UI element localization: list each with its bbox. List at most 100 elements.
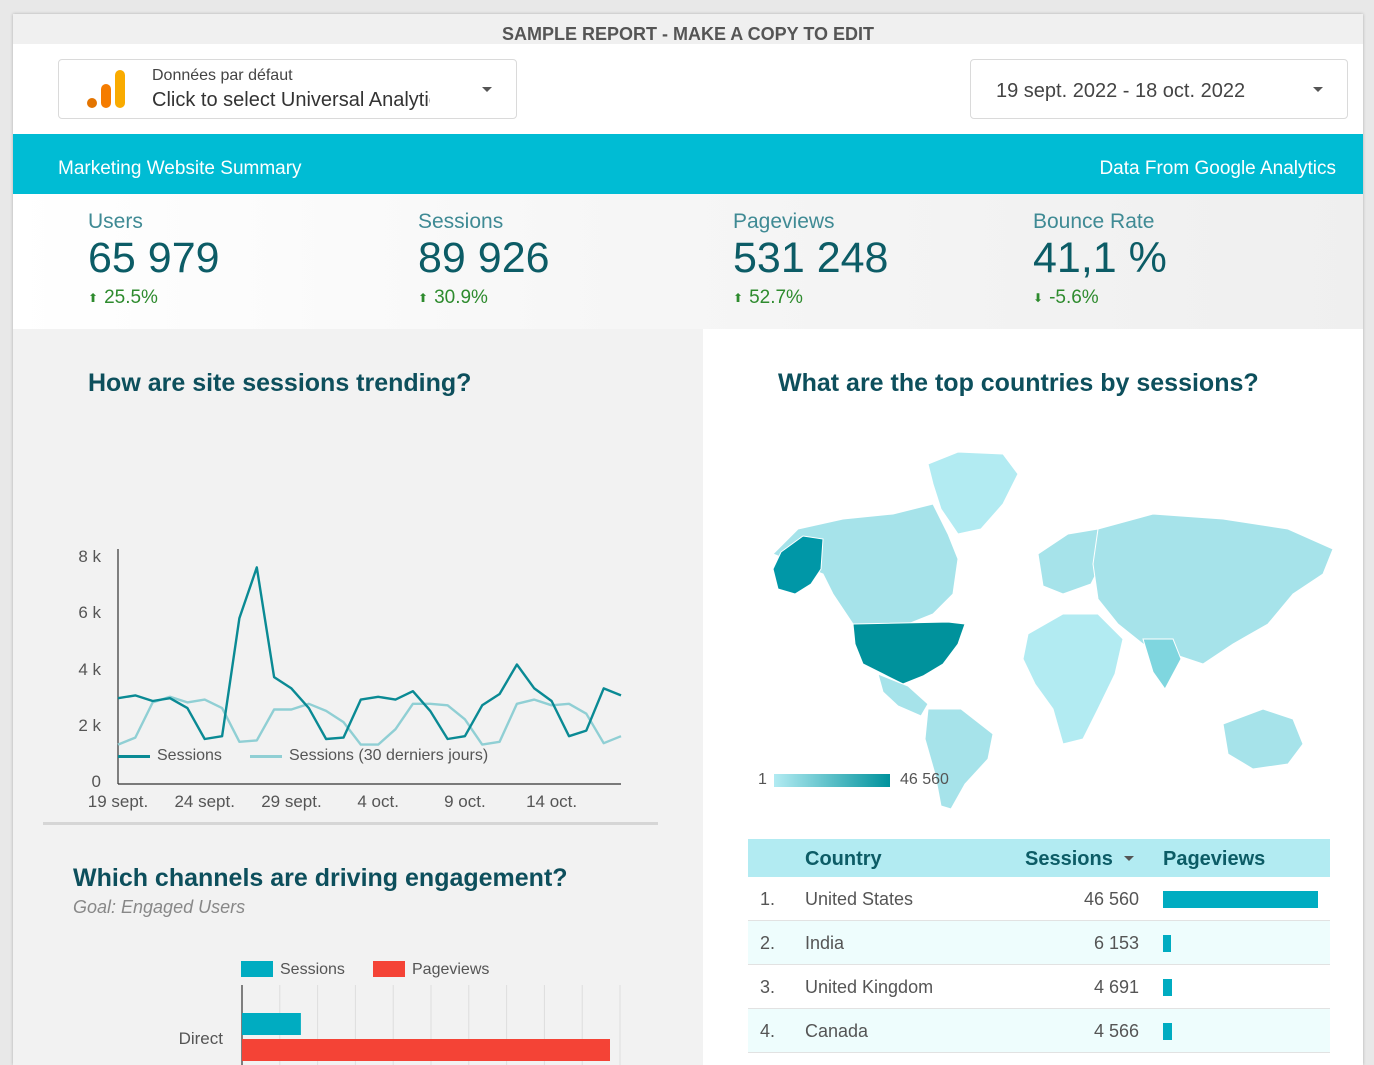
pageviews-bar[interactable] bbox=[242, 1039, 610, 1061]
world-map[interactable] bbox=[703, 434, 1363, 814]
google-analytics-logo-icon bbox=[87, 70, 125, 108]
map-color-scale bbox=[774, 774, 890, 787]
y-tick-label: 4 k bbox=[78, 659, 101, 679]
pageviews-bar bbox=[1163, 891, 1318, 908]
table-header: Country Sessions Pageviews bbox=[748, 839, 1330, 877]
data-source-label: Données par défaut bbox=[152, 67, 293, 84]
table-row[interactable]: 1. United States 46 560 bbox=[748, 877, 1330, 921]
chevron-down-icon[interactable] bbox=[1313, 87, 1323, 92]
sort-descending-icon[interactable] bbox=[1124, 856, 1134, 861]
x-tick-label: 14 oct. bbox=[526, 792, 578, 811]
table-row[interactable]: 2. India 6 153 bbox=[748, 921, 1330, 965]
data-source-value: Click to select Universal Analytics view bbox=[152, 89, 430, 111]
sessions-bar[interactable] bbox=[242, 1013, 301, 1035]
row-rank: 2. bbox=[760, 933, 776, 953]
row-rank: 1. bbox=[760, 889, 776, 909]
sessions-trend-title: How are site sessions trending? bbox=[88, 369, 472, 397]
sessions-line-chart[interactable] bbox=[13, 429, 703, 809]
y-tick-label: 2 k bbox=[78, 715, 101, 735]
row-country: Canada bbox=[805, 1021, 869, 1041]
row-sessions: 4 691 bbox=[1093, 977, 1139, 997]
channels-bar-chart[interactable] bbox=[13, 985, 703, 1065]
column-header-pageviews[interactable]: Pageviews bbox=[1163, 848, 1266, 870]
pageviews-bar bbox=[1163, 1023, 1172, 1040]
date-range-value: 19 sept. 2022 - 18 oct. 2022 bbox=[996, 80, 1246, 102]
left-column: How are site sessions trending? 0 2 k 4 k 6… bbox=[13, 329, 703, 1065]
map-region-greenland[interactable] bbox=[927, 451, 1019, 535]
kpi-label: Sessions bbox=[418, 210, 504, 233]
column-header-country[interactable]: Country bbox=[805, 848, 882, 870]
map-region-asia[interactable] bbox=[1092, 513, 1334, 665]
x-tick-label: 24 sept. bbox=[174, 792, 235, 811]
legend-pageviews-swatch bbox=[373, 961, 405, 977]
report-title: Marketing Website Summary bbox=[58, 158, 302, 179]
kpi-value: 531 248 bbox=[733, 234, 889, 282]
legend-pageviews-label[interactable]: Pageviews bbox=[412, 961, 490, 978]
arrow-up-icon: ⬆ bbox=[418, 291, 429, 305]
countries-title: What are the top countries by sessions? bbox=[778, 369, 1259, 397]
row-country: United States bbox=[805, 889, 914, 909]
x-tick-label: 29 sept. bbox=[261, 792, 322, 811]
column-header-sessions[interactable]: Sessions bbox=[1025, 848, 1113, 870]
row-sessions: 46 560 bbox=[1083, 889, 1139, 909]
y-tick-label: 6 k bbox=[78, 603, 101, 623]
kpi-label: Users bbox=[88, 210, 143, 233]
row-rank: 3. bbox=[760, 977, 776, 997]
sessions-series-line[interactable] bbox=[117, 566, 622, 741]
arrow-up-icon: ⬆ bbox=[88, 291, 99, 305]
pageviews-bar bbox=[1163, 935, 1171, 952]
sample-report-banner: SAMPLE REPORT - MAKE A COPY TO EDIT bbox=[13, 14, 1363, 44]
kpi-scorecards: Users 65 979 ⬆ 25.5% Sessions 89 926 ⬆ 30.… bbox=[13, 194, 1363, 329]
map-region-india[interactable] bbox=[1142, 638, 1182, 690]
map-region-alaska[interactable] bbox=[772, 535, 824, 595]
date-range-selector[interactable]: 19 sept. 2022 - 18 oct. 2022 bbox=[970, 59, 1348, 119]
map-region-south-america[interactable] bbox=[924, 708, 994, 810]
kpi-delta: ⬇ -5.6% bbox=[1033, 287, 1099, 308]
map-region-united-states[interactable] bbox=[852, 621, 966, 685]
data-source-caption: Data From Google Analytics bbox=[1099, 158, 1336, 179]
map-region-australia[interactable] bbox=[1222, 708, 1304, 770]
report-header-bar: Marketing Website Summary Data From Goog… bbox=[13, 134, 1363, 194]
table-row[interactable]: 3. United Kingdom 4 691 bbox=[748, 965, 1330, 1009]
row-country: India bbox=[805, 933, 845, 953]
legend-previous-label[interactable]: Sessions (30 derniers jours) bbox=[289, 747, 489, 764]
map-region-africa[interactable] bbox=[1022, 613, 1124, 745]
row-rank: 4. bbox=[760, 1021, 776, 1041]
arrow-down-icon: ⬇ bbox=[1033, 291, 1044, 305]
table-row[interactable]: 4. Canada 4 566 bbox=[748, 1009, 1330, 1053]
legend-sessions-label[interactable]: Sessions bbox=[280, 961, 345, 978]
kpi-delta: ⬆ 25.5% bbox=[88, 287, 158, 308]
map-legend-max: 46 560 bbox=[900, 771, 949, 788]
arrow-up-icon: ⬆ bbox=[733, 291, 744, 305]
report-page: SAMPLE REPORT - MAKE A COPY TO EDIT Donn… bbox=[13, 14, 1363, 1065]
map-region-north-america[interactable] bbox=[772, 503, 959, 635]
x-tick-label: 19 sept. bbox=[87, 792, 149, 811]
x-tick-label: 9 oct. bbox=[444, 792, 486, 811]
section-divider bbox=[43, 822, 658, 825]
map-legend-min: 1 bbox=[758, 771, 767, 788]
row-sessions: 4 566 bbox=[1093, 1021, 1139, 1041]
x-tick-label: 4 oct. bbox=[357, 792, 399, 811]
y-tick-label: 0 bbox=[91, 772, 101, 791]
legend-previous-swatch bbox=[250, 755, 282, 758]
pageviews-bar bbox=[1163, 979, 1172, 996]
legend-sessions-label[interactable]: Sessions bbox=[157, 747, 222, 764]
channels-goal-subtitle: Goal: Engaged Users bbox=[73, 897, 246, 917]
legend-sessions-swatch bbox=[118, 755, 150, 758]
kpi-value: 41,1 % bbox=[1033, 234, 1167, 282]
legend-sessions-swatch bbox=[241, 961, 273, 977]
countries-table: Country Sessions Pageviews 1. United Sta… bbox=[748, 839, 1330, 1053]
map-region-central-america[interactable] bbox=[877, 673, 929, 717]
kpi-label: Bounce Rate bbox=[1033, 210, 1155, 233]
row-sessions: 6 153 bbox=[1093, 933, 1139, 953]
kpi-delta: ⬆ 30.9% bbox=[418, 287, 488, 308]
kpi-label: Pageviews bbox=[733, 210, 835, 233]
kpi-value: 89 926 bbox=[418, 234, 550, 282]
right-column: What are the top countries by sessions? … bbox=[703, 329, 1363, 1065]
kpi-delta: ⬆ 52.7% bbox=[733, 287, 803, 308]
previous-period-series-line[interactable] bbox=[117, 695, 622, 746]
chevron-down-icon[interactable] bbox=[482, 87, 492, 92]
bar-category-label: Direct bbox=[178, 1029, 223, 1048]
data-source-selector[interactable]: Données par défaut Click to select Unive… bbox=[58, 59, 517, 119]
y-tick-label: 8 k bbox=[78, 547, 101, 566]
